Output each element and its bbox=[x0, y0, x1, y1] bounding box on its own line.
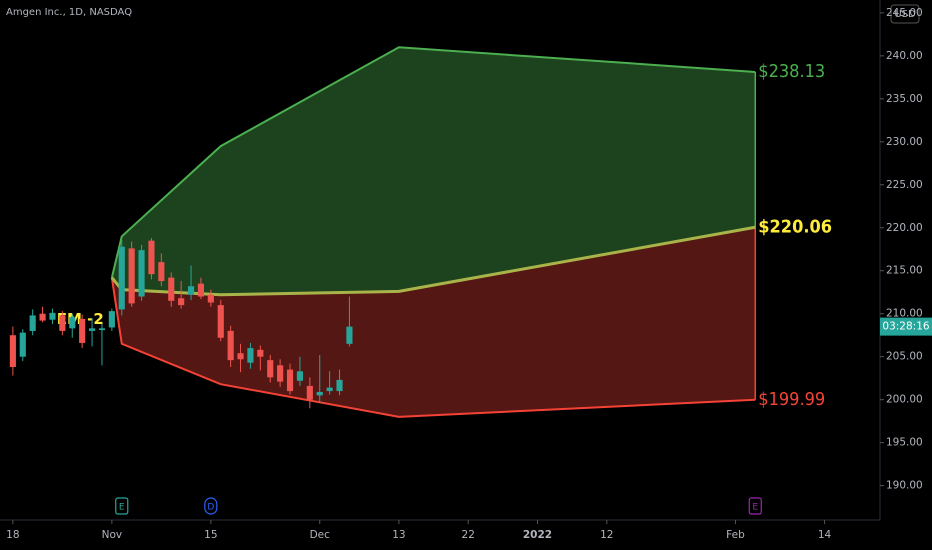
y-tick-label: 205.00 bbox=[886, 351, 923, 363]
upper-line bbox=[110, 46, 756, 278]
candle-body bbox=[237, 353, 244, 360]
currency-box[interactable] bbox=[890, 4, 920, 24]
y-tick-label: 220.00 bbox=[886, 222, 923, 234]
candle-body bbox=[207, 294, 214, 303]
candle-body bbox=[178, 298, 185, 306]
candle-body bbox=[158, 262, 165, 282]
lower-end-label: $199.99 bbox=[758, 389, 825, 410]
candle-body bbox=[336, 379, 343, 392]
mid-end-label: $220.06 bbox=[758, 216, 832, 237]
candle-body bbox=[286, 369, 294, 392]
candle-body bbox=[346, 326, 353, 344]
x-tick-label: 13 bbox=[392, 529, 405, 541]
candle-body bbox=[316, 391, 323, 396]
candle-body bbox=[79, 318, 86, 343]
y-tick-label: 195.00 bbox=[886, 437, 923, 449]
event-label: E bbox=[119, 503, 125, 513]
candle-body bbox=[227, 330, 234, 361]
candle-body bbox=[19, 332, 26, 357]
x-tick-label: Nov bbox=[102, 529, 123, 541]
candle-body bbox=[187, 286, 195, 295]
event-marker[interactable] bbox=[204, 497, 218, 515]
upper-zone bbox=[111, 47, 756, 295]
event-marker[interactable] bbox=[748, 497, 762, 515]
candle-body bbox=[118, 246, 125, 310]
candle-body bbox=[217, 305, 224, 338]
countdown: 03:28:16 bbox=[882, 321, 929, 333]
x-tick-label: Dec bbox=[310, 529, 331, 541]
candle-body bbox=[197, 283, 205, 297]
x-tick-label: 18 bbox=[6, 529, 19, 541]
candle-body bbox=[88, 328, 96, 331]
candle-body bbox=[49, 312, 56, 320]
candle-body bbox=[148, 240, 155, 275]
candle-body bbox=[69, 317, 76, 329]
y-tick-label: 225.00 bbox=[886, 179, 923, 191]
candle-body bbox=[247, 348, 254, 363]
x-tick-label: 2022 bbox=[523, 529, 552, 541]
candle-body bbox=[9, 335, 16, 368]
y-tick-label: 200.00 bbox=[886, 394, 923, 406]
event-marker[interactable] bbox=[115, 497, 129, 515]
y-tick-label: 235.00 bbox=[886, 93, 923, 105]
y-tick-label: 210.00 bbox=[886, 308, 923, 320]
chart-title: Amgen Inc., 1D, NASDAQ bbox=[6, 7, 132, 18]
x-tick-label: 15 bbox=[204, 529, 217, 541]
candle-body bbox=[267, 360, 274, 378]
event-label: D bbox=[207, 503, 214, 513]
upper-end-label: $238.13 bbox=[758, 61, 825, 82]
candle-body bbox=[326, 387, 333, 392]
y-tick-label: 215.00 bbox=[886, 265, 923, 277]
y-tick-label: 240.00 bbox=[886, 50, 923, 62]
candle-body bbox=[138, 250, 145, 297]
candle-body bbox=[29, 315, 36, 331]
event-label: E bbox=[752, 503, 758, 513]
candle-body bbox=[257, 349, 264, 357]
x-tick-label: 22 bbox=[462, 529, 475, 541]
candle-body bbox=[168, 277, 175, 301]
candle-body bbox=[59, 315, 66, 331]
y-tick-label: 190.00 bbox=[886, 480, 923, 492]
candle-body bbox=[277, 365, 284, 382]
candle-body bbox=[108, 311, 115, 328]
candle-body bbox=[128, 248, 135, 304]
candle-body bbox=[306, 385, 313, 400]
y-tick-label: 230.00 bbox=[886, 136, 923, 148]
lower-line bbox=[110, 277, 756, 418]
x-tick-label: 12 bbox=[600, 529, 613, 541]
candle-body bbox=[98, 328, 106, 331]
candle-body bbox=[39, 313, 46, 321]
candle-body bbox=[296, 371, 304, 381]
mid-line bbox=[110, 225, 756, 297]
price-tag bbox=[880, 317, 932, 336]
x-tick-label: Feb bbox=[726, 529, 745, 541]
currency: USD bbox=[894, 9, 916, 20]
y-tick-label: 245.00 bbox=[886, 7, 923, 19]
x-tick-label: 14 bbox=[818, 529, 832, 541]
